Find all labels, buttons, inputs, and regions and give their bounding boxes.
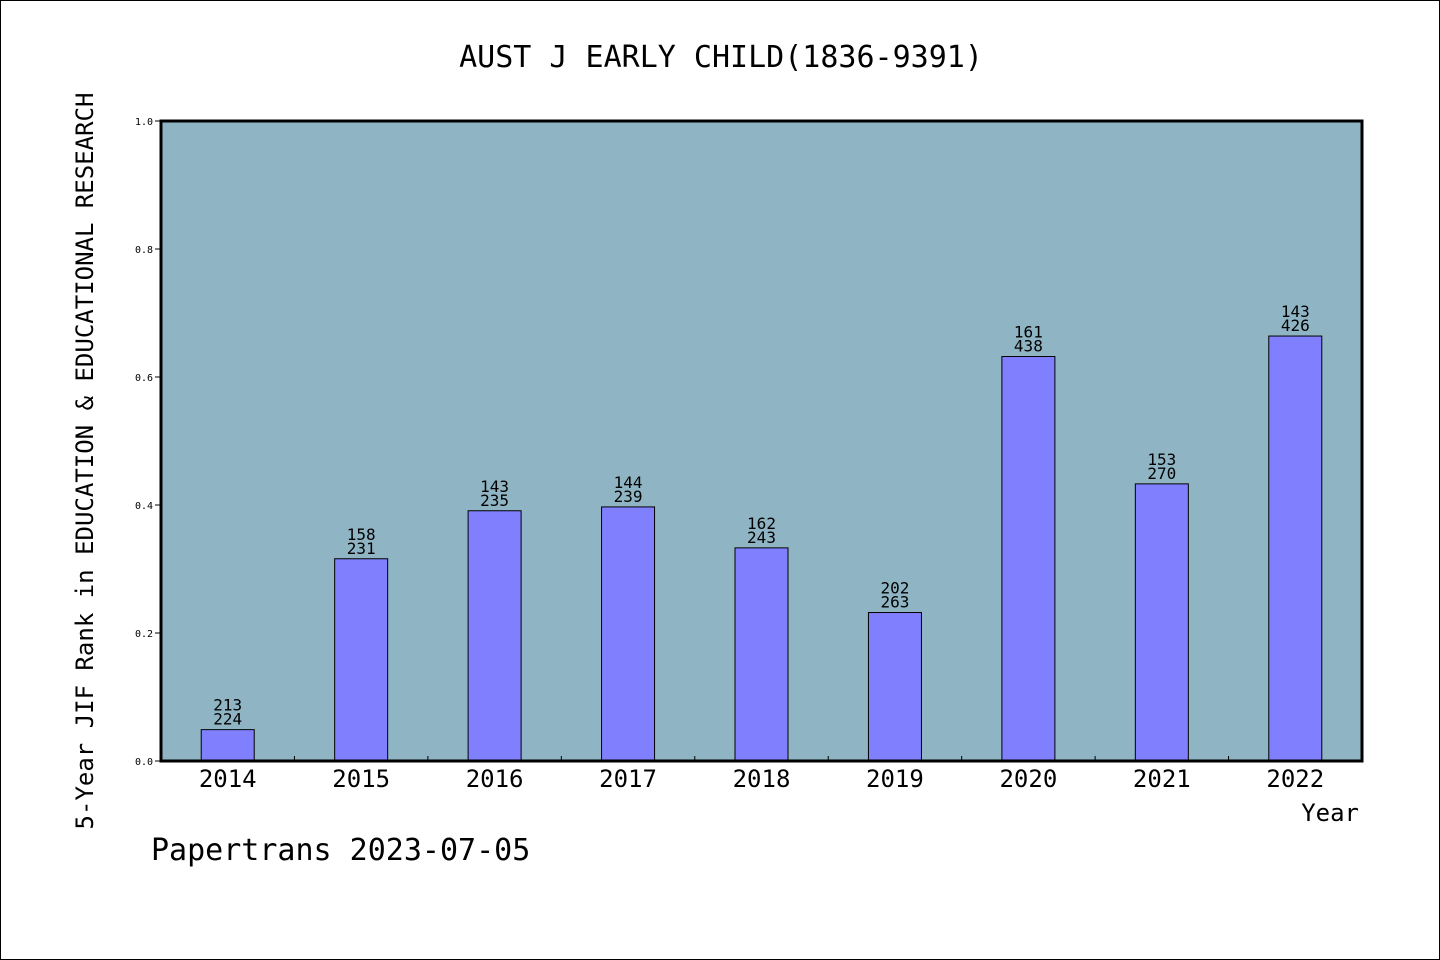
footer-credit: Papertrans 2023-07-05 [151,833,531,868]
bar-label-rank: 202 [880,579,909,598]
bar-label-total: 231 [347,539,376,558]
bar-2022 [1268,335,1323,762]
bar-label-total: 263 [880,593,909,612]
bar-label-total: 426 [1281,316,1310,335]
y-tick-label: 0.2 [135,629,153,640]
bar-label-total: 235 [480,491,509,510]
bar-label-rank: 153 [1147,450,1176,469]
y-tick-label: 1.0 [135,117,153,128]
bar-label-rank: 158 [347,525,376,544]
bar-label-total: 438 [1014,337,1043,356]
bar-label-rank: 161 [1014,323,1043,342]
x-tick-label: 2017 [599,765,657,793]
bar-labels: 2132241582311432351442391622432022631614… [213,302,1309,729]
bar-2018 [734,547,789,762]
y-tick-label: 0.8 [135,245,153,256]
x-axis-label: Year [1301,799,1359,827]
y-tick-label: 0.0 [135,757,153,768]
bar-label-total: 243 [747,528,776,547]
bar-label-rank: 162 [747,514,776,533]
bar-2015 [334,558,389,762]
x-tick-label: 2020 [999,765,1057,793]
y-axis-label: 5-Year JIF Rank in EDUCATION & EDUCATION… [71,93,99,830]
x-tick-label: 2016 [466,765,524,793]
bar-label-rank: 143 [480,477,509,496]
bar-2020 [1001,356,1056,762]
bar-label-total: 270 [1147,464,1176,483]
x-axis-ticks: 2014 2015 2016 2017 2018 2019 2020 2021 2022 [199,756,1324,793]
bar-2019 [867,612,922,762]
bars [200,335,1323,762]
x-tick-label: 2014 [199,765,257,793]
bar-2021 [1134,483,1189,762]
y-axis-ticks: 0.0 0.2 0.4 0.6 0.8 1.0 [135,117,161,768]
y-tick-label: 0.6 [135,373,153,384]
bar-label-rank: 144 [614,473,643,492]
bar-label-rank: 213 [213,696,242,715]
chart-title: AUST J EARLY CHILD(1836-9391) [459,40,983,75]
bar-2014 [200,729,255,762]
bar-2017 [601,506,656,762]
x-tick-label: 2021 [1133,765,1191,793]
bar-label-rank: 143 [1281,302,1310,321]
bar-label-total: 224 [213,710,242,729]
bar-2016 [467,510,522,762]
y-tick-label: 0.4 [135,501,153,512]
plot-border [159,119,1364,763]
x-tick-label: 2015 [332,765,390,793]
bar-label-total: 239 [614,487,643,506]
x-tick-label: 2018 [733,765,791,793]
x-tick-label: 2022 [1266,765,1324,793]
x-tick-label: 2019 [866,765,924,793]
